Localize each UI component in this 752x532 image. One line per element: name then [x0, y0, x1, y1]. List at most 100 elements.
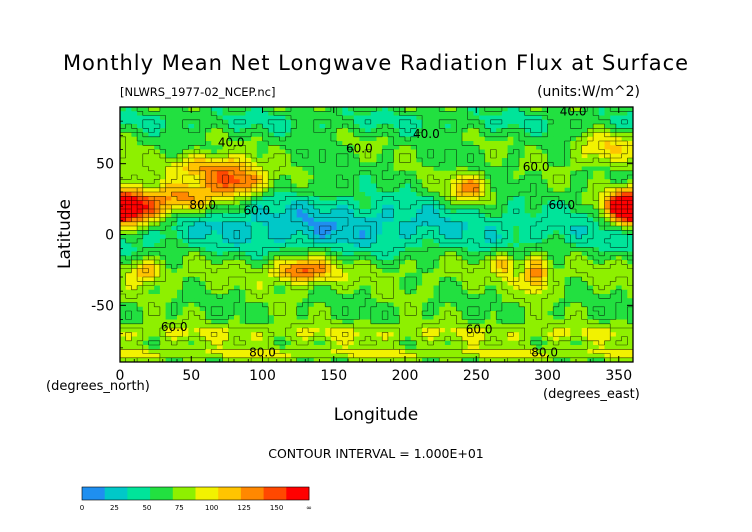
heatmap-cell: [228, 166, 235, 172]
heatmap-cell: [228, 213, 235, 219]
heatmap-cell: [142, 149, 150, 155]
heatmap-cell: [302, 251, 309, 257]
heatmap-cell: [211, 196, 218, 202]
heatmap-cell: [610, 302, 617, 308]
heatmap-cell: [553, 204, 560, 210]
heatmap-cell: [194, 128, 201, 134]
heatmap-cell: [484, 315, 492, 321]
heatmap-cell: [171, 162, 178, 168]
heatmap-cell: [285, 340, 292, 346]
heatmap-cell: [524, 285, 531, 291]
heatmap-cell: [188, 277, 195, 282]
heatmap-cell: [177, 183, 184, 189]
heatmap-cell: [610, 238, 617, 244]
heatmap-cell: [462, 332, 469, 338]
heatmap-cell: [171, 204, 178, 210]
heatmap-cell: [154, 298, 161, 304]
heatmap-cell: [211, 234, 218, 240]
heatmap-cell: [199, 221, 207, 227]
heatmap-cell: [410, 306, 417, 312]
heatmap-cell: [177, 234, 184, 240]
heatmap-cell: [142, 192, 150, 197]
heatmap-cell: [393, 187, 400, 193]
heatmap-cell: [615, 230, 623, 236]
heatmap-cell: [199, 213, 207, 219]
heatmap-cell: [581, 192, 588, 197]
heatmap-cell: [359, 234, 366, 240]
heatmap-cell: [142, 251, 150, 257]
heatmap-cell: [553, 285, 560, 291]
heatmap-cell: [211, 141, 218, 146]
heatmap-cell: [564, 145, 571, 151]
heatmap-cell: [456, 277, 463, 282]
heatmap-cell: [610, 247, 617, 253]
heatmap-cell: [120, 166, 127, 172]
heatmap-cell: [450, 217, 457, 223]
heatmap-cell: [330, 217, 338, 223]
heatmap-cell: [444, 226, 452, 231]
heatmap-cell: [564, 124, 571, 129]
heatmap-cell: [410, 196, 417, 202]
heatmap-cell: [570, 315, 577, 321]
heatmap-cell: [154, 162, 161, 168]
heatmap-cell: [296, 200, 303, 206]
heatmap-cell: [154, 115, 161, 121]
heatmap-cell: [148, 132, 155, 138]
heatmap-cell: [256, 230, 264, 236]
heatmap-cell: [473, 255, 480, 261]
heatmap-cell: [393, 149, 400, 155]
heatmap-cell: [182, 319, 189, 325]
heatmap-cell: [524, 226, 531, 231]
heatmap-cell: [268, 187, 275, 193]
heatmap-cell: [547, 298, 554, 304]
heatmap-cell: [610, 149, 617, 155]
heatmap-cell: [234, 162, 241, 168]
heatmap-cell: [564, 230, 571, 236]
heatmap-cell: [148, 319, 155, 325]
heatmap-cell: [291, 281, 298, 287]
heatmap-cell: [376, 277, 383, 282]
heatmap-cell: [296, 323, 303, 329]
heatmap-cell: [273, 336, 281, 342]
heatmap-cell: [530, 162, 537, 168]
heatmap-cell: [433, 187, 440, 193]
heatmap-cell: [325, 209, 332, 214]
heatmap-cell: [422, 243, 429, 248]
heatmap-cell: [359, 268, 366, 274]
heatmap-cell: [558, 323, 566, 329]
heatmap-cell: [513, 124, 520, 129]
heatmap-cell: [359, 285, 366, 291]
heatmap-cell: [433, 128, 440, 134]
heatmap-cell: [365, 281, 372, 287]
heatmap-cell: [553, 238, 560, 244]
heatmap-cell: [501, 200, 509, 206]
heatmap-cell: [399, 247, 406, 253]
heatmap-cell: [473, 294, 480, 299]
heatmap-cell: [148, 264, 155, 270]
heatmap-cell: [313, 107, 321, 112]
heatmap-cell: [370, 268, 378, 274]
heatmap-cell: [177, 115, 184, 121]
heatmap-cell: [245, 136, 252, 142]
heatmap-cell: [370, 277, 378, 282]
heatmap-cell: [484, 298, 492, 304]
heatmap-cell: [496, 332, 503, 338]
heatmap-cell: [120, 145, 127, 151]
heatmap-cell: [256, 166, 264, 172]
heatmap-cell: [427, 243, 435, 248]
heatmap-cell: [570, 175, 577, 180]
heatmap-cell: [490, 183, 497, 189]
heatmap-cell: [291, 238, 298, 244]
heatmap-cell: [450, 128, 457, 134]
heatmap-cell: [507, 247, 514, 253]
heatmap-cell: [422, 192, 429, 197]
heatmap-cell: [308, 264, 315, 270]
heatmap-cell: [313, 340, 321, 346]
heatmap-cell: [439, 323, 446, 329]
heatmap-cell: [450, 196, 457, 202]
heatmap-cell: [182, 153, 189, 159]
heatmap-cell: [159, 107, 167, 112]
heatmap-cell: [433, 311, 440, 316]
heatmap-cell: [313, 260, 321, 265]
heatmap-cell: [120, 289, 127, 295]
